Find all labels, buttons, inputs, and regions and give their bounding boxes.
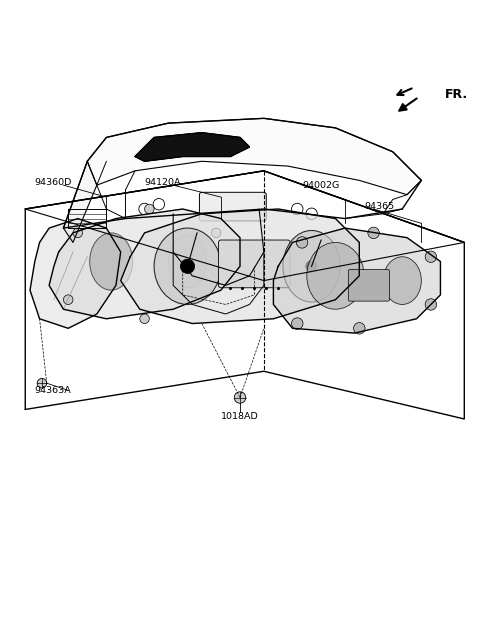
Ellipse shape (154, 228, 221, 305)
Polygon shape (30, 219, 120, 328)
Circle shape (291, 318, 303, 329)
Circle shape (37, 379, 47, 388)
Circle shape (144, 204, 154, 214)
FancyBboxPatch shape (199, 192, 266, 221)
Text: 94002G: 94002G (302, 181, 339, 190)
Circle shape (368, 227, 379, 239)
Circle shape (211, 228, 221, 237)
Text: 94360D: 94360D (35, 178, 72, 187)
Ellipse shape (283, 230, 340, 302)
Polygon shape (87, 118, 421, 195)
Text: FR.: FR. (445, 88, 468, 101)
Ellipse shape (90, 233, 132, 290)
FancyBboxPatch shape (218, 240, 290, 288)
Polygon shape (49, 209, 240, 319)
Circle shape (63, 295, 73, 305)
Circle shape (425, 299, 437, 310)
Text: 94363A: 94363A (35, 386, 72, 395)
Text: 94120A: 94120A (144, 178, 181, 187)
Circle shape (425, 251, 437, 263)
Ellipse shape (168, 236, 206, 288)
Circle shape (306, 261, 317, 272)
Ellipse shape (307, 242, 364, 309)
Circle shape (140, 314, 149, 323)
Polygon shape (274, 228, 441, 333)
Text: 1018AD: 1018AD (221, 412, 259, 421)
Circle shape (354, 323, 365, 334)
Polygon shape (120, 209, 360, 323)
FancyBboxPatch shape (348, 269, 389, 301)
Circle shape (234, 392, 246, 403)
Polygon shape (135, 133, 250, 161)
Circle shape (230, 261, 240, 271)
Text: 94365: 94365 (364, 202, 394, 211)
Circle shape (296, 237, 308, 248)
Polygon shape (63, 161, 97, 242)
Circle shape (180, 259, 195, 273)
Ellipse shape (383, 257, 421, 305)
Circle shape (73, 228, 83, 237)
